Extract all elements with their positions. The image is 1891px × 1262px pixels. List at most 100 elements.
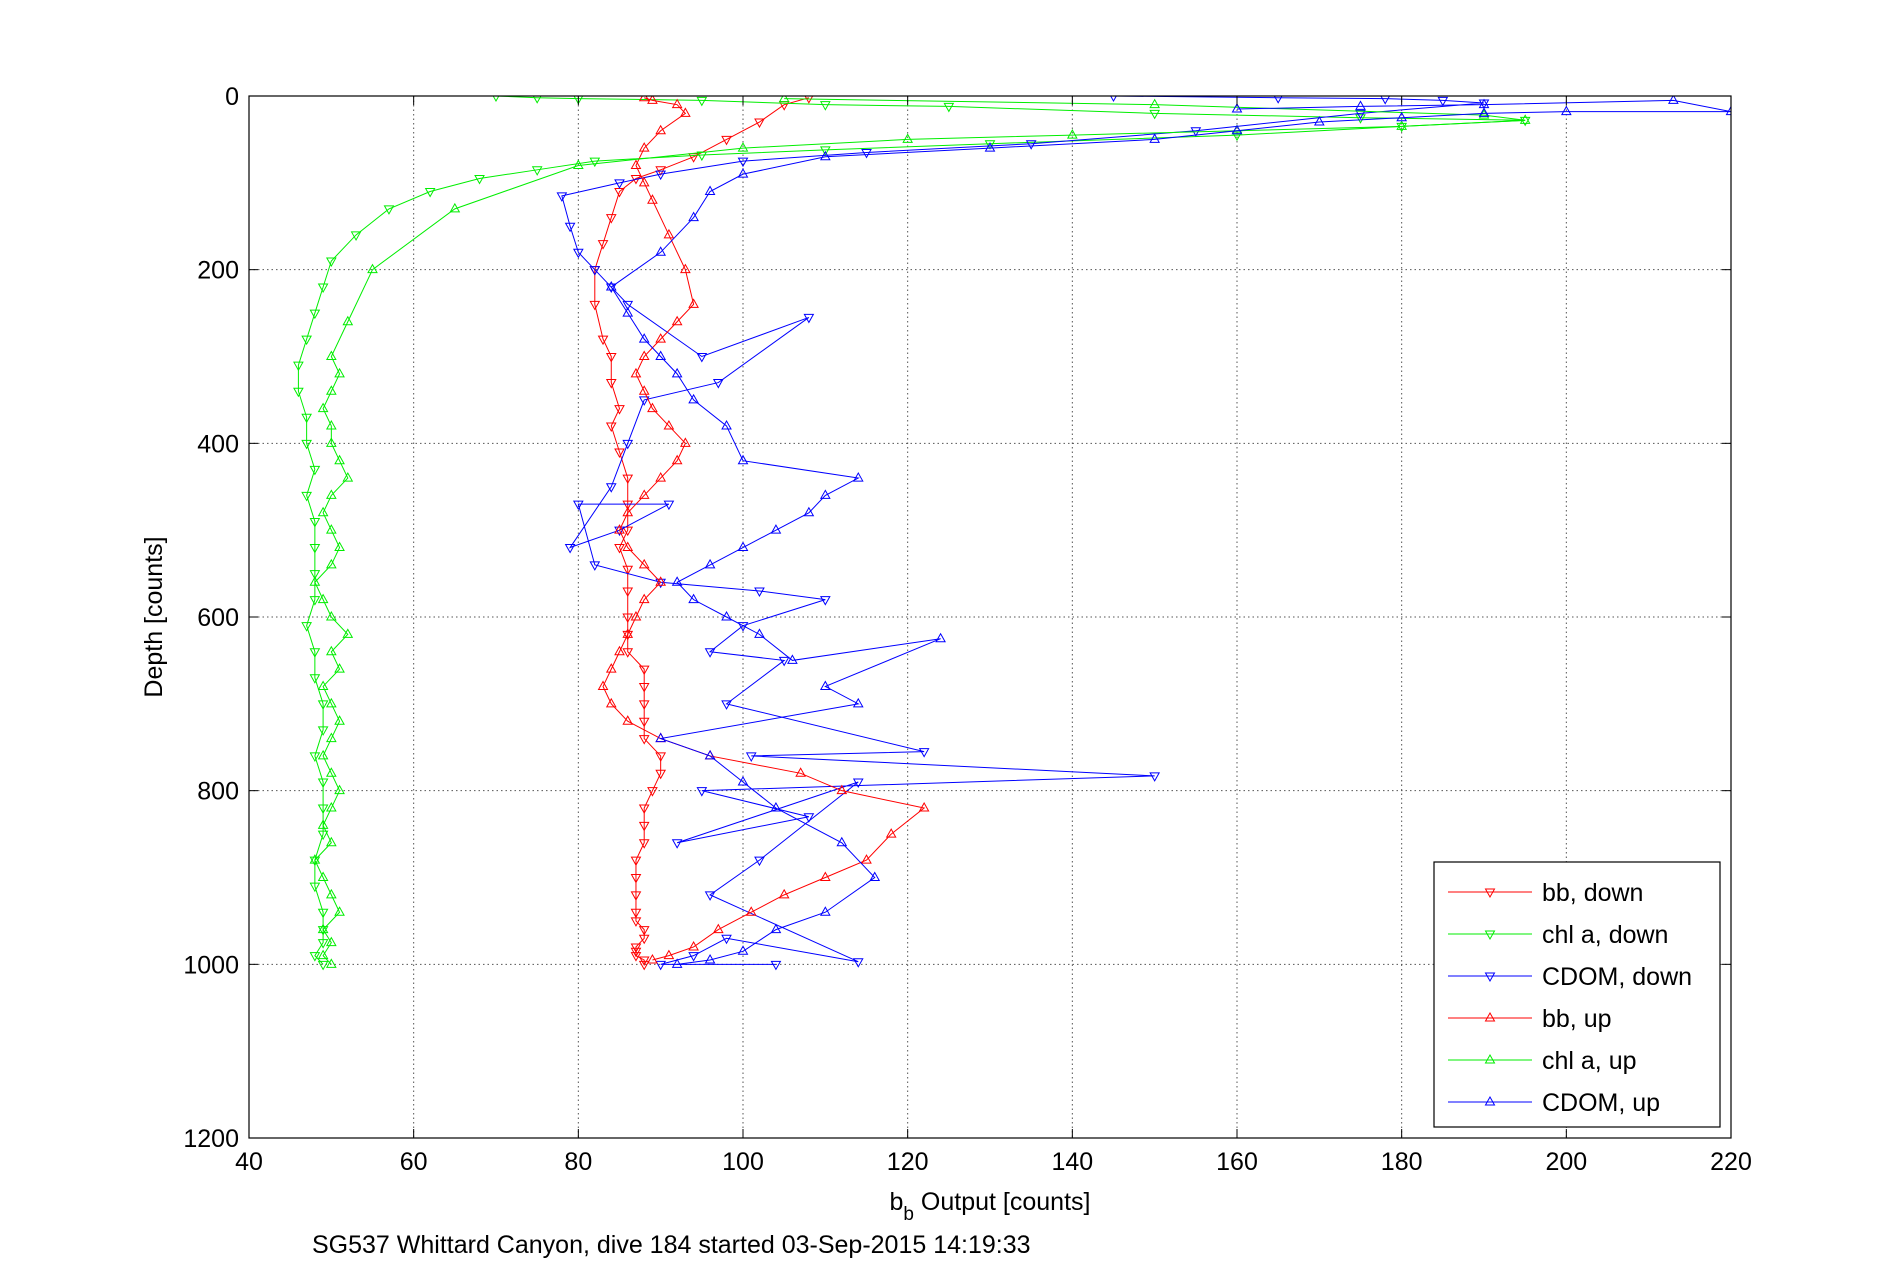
data-point [1149, 133, 1161, 143]
data-point [309, 570, 321, 580]
data-point [688, 593, 699, 604]
data-point [680, 437, 691, 447]
data-point [589, 157, 601, 168]
data-point [309, 752, 321, 762]
data-point [655, 752, 667, 762]
data-point [721, 419, 732, 430]
data-point [1355, 100, 1366, 110]
data-point [383, 205, 395, 215]
data-point [819, 871, 831, 881]
data-point [309, 856, 321, 867]
data-point [737, 142, 749, 152]
data-point [589, 266, 601, 276]
data-point [655, 350, 667, 360]
data-point [1668, 96, 1679, 104]
data-point [630, 159, 642, 169]
data-point [301, 335, 312, 346]
data-point [309, 596, 321, 606]
data-point [671, 367, 683, 378]
data-point [614, 645, 625, 656]
data-point [325, 610, 337, 621]
data-point [622, 587, 634, 597]
data-point [424, 188, 436, 198]
data-point [721, 610, 732, 621]
data-point [688, 211, 699, 222]
data-point [655, 124, 667, 135]
data-point [317, 908, 329, 919]
data-point [655, 578, 667, 589]
data-point [531, 166, 543, 176]
data-point [532, 96, 542, 104]
data-point [885, 828, 897, 838]
data-point [984, 142, 996, 152]
data-point [622, 500, 634, 511]
data-point [918, 748, 930, 758]
data-point [1380, 96, 1391, 105]
data-point [1273, 96, 1283, 104]
data-point [778, 656, 790, 667]
data-point [1437, 96, 1449, 107]
data-point [943, 102, 955, 113]
ticks: 40 60 80 100 120 140 160 180 200 220 0 200 400 600 800… [183, 83, 1751, 1176]
data-layer [293, 96, 1731, 971]
data-point [342, 628, 354, 638]
legend-item: CDOM, down [1448, 963, 1692, 991]
data-point [638, 934, 650, 945]
data-point [630, 367, 642, 378]
y-tick-label: 400 [197, 430, 239, 458]
data-point [325, 836, 337, 847]
y-tick-label: 800 [197, 778, 239, 806]
data-point [638, 142, 650, 152]
data-point [605, 483, 617, 493]
x-tick-label: 200 [1545, 1148, 1587, 1176]
data-point [325, 489, 337, 499]
data-point [737, 945, 749, 955]
data-point [309, 465, 321, 476]
y-tick-label: 1200 [183, 1125, 239, 1153]
data-point [696, 96, 708, 107]
data-point [309, 517, 321, 528]
data-point [647, 96, 658, 104]
data-point [309, 576, 321, 586]
data-point [638, 804, 650, 815]
data-point [638, 396, 650, 406]
data-point [317, 778, 329, 789]
data-point [334, 784, 345, 795]
data-point [836, 836, 848, 847]
data-point [309, 882, 321, 893]
legend-label: CDOM, up [1542, 1089, 1660, 1117]
data-point [317, 726, 329, 736]
data-point [342, 472, 354, 482]
legend-label: CDOM, down [1542, 963, 1692, 991]
legend-item: chl a, down [1448, 921, 1668, 949]
data-point [819, 596, 831, 606]
legend-label: bb, down [1542, 879, 1643, 907]
data-point [671, 98, 683, 109]
data-point [572, 159, 584, 169]
data-point [614, 405, 625, 415]
data-point [638, 665, 650, 676]
data-point [770, 923, 782, 934]
data-point [325, 257, 337, 268]
data-point [622, 648, 634, 658]
data-point [803, 506, 815, 517]
data-point [638, 489, 650, 499]
data-point [663, 500, 675, 511]
data-point [680, 263, 691, 274]
data-point [325, 350, 337, 360]
data-point [852, 778, 864, 789]
series-bb-up [597, 96, 930, 964]
data-point [309, 648, 321, 658]
legend-box [1433, 861, 1721, 1128]
data-point [622, 526, 634, 537]
data-point [622, 541, 634, 552]
data-point [647, 402, 658, 413]
data-point [655, 769, 667, 780]
data-point [1231, 124, 1243, 135]
data-point [630, 610, 642, 621]
data-point [754, 856, 765, 867]
data-point [309, 854, 321, 864]
caption: SG537 Whittard Canyon, dive 184 started … [312, 1231, 1031, 1259]
data-point [819, 146, 831, 156]
data-point [1396, 120, 1408, 130]
